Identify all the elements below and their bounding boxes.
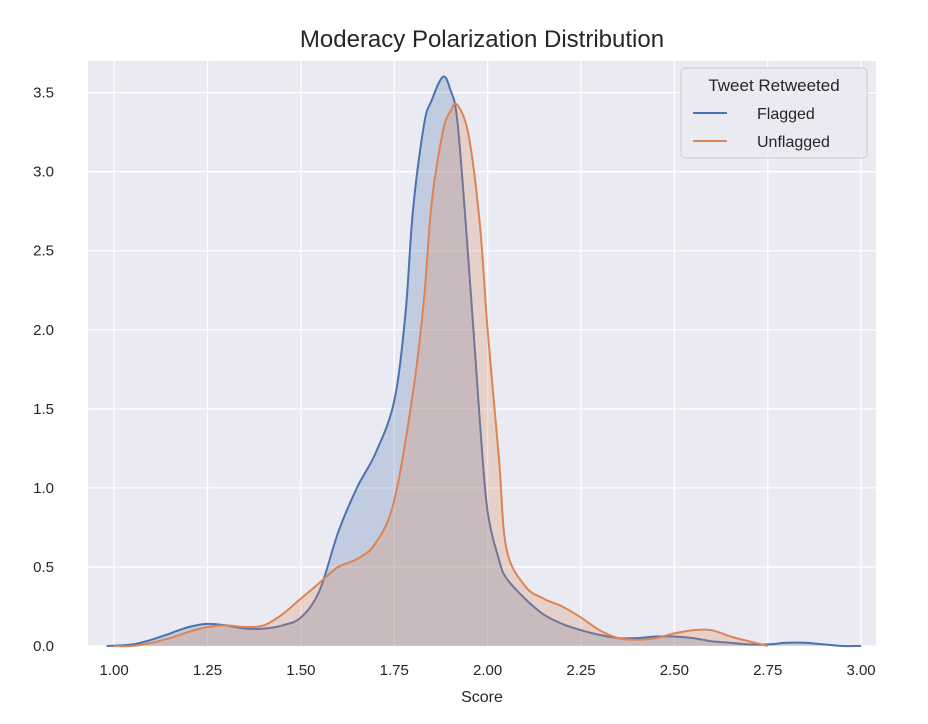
series-line-flagged bbox=[106, 75, 862, 648]
x-tick-label: 2.00 bbox=[473, 662, 502, 679]
legend-label: Flagged bbox=[757, 106, 815, 123]
x-tick-label: 2.50 bbox=[660, 662, 689, 679]
series-layer bbox=[106, 75, 862, 648]
y-tick-label: 2.0 bbox=[33, 322, 54, 339]
x-tick-label: 1.75 bbox=[380, 662, 409, 679]
legend-box bbox=[680, 67, 868, 159]
y-tick-label: 1.5 bbox=[33, 401, 54, 418]
series-fill-unflagged bbox=[114, 103, 768, 647]
y-tick-label: 1.0 bbox=[33, 480, 54, 497]
y-tick-label: 3.0 bbox=[33, 164, 54, 181]
series-fill-flagged bbox=[106, 76, 862, 647]
x-tick-label: 2.75 bbox=[753, 662, 782, 679]
x-tick-label: 1.00 bbox=[100, 662, 129, 679]
x-tick-label: 1.25 bbox=[193, 662, 222, 679]
series-line-unflagged bbox=[114, 102, 768, 648]
y-tick-label: 3.5 bbox=[33, 85, 54, 102]
legend-label: Unflagged bbox=[757, 134, 830, 151]
ticks: 1.00 1.25 1.50 1.75 2.00 2.25 2.50 2.75 3.00 0.0 0… bbox=[33, 85, 876, 679]
y-tick-label: 0.5 bbox=[33, 559, 54, 576]
x-tick-label: 1.50 bbox=[286, 662, 315, 679]
legend: Tweet Retweeted Flagged Unflagged bbox=[680, 67, 868, 159]
y-tick-label: 0.0 bbox=[33, 638, 54, 655]
y-tick-label: 2.5 bbox=[33, 243, 54, 260]
x-tick-label: 3.00 bbox=[846, 662, 875, 679]
x-tick-label: 2.25 bbox=[566, 662, 595, 679]
legend-title: Tweet Retweeted bbox=[708, 76, 839, 95]
chart-title: Moderacy Polarization Distribution bbox=[300, 26, 664, 53]
x-axis-label: Score bbox=[461, 689, 503, 706]
